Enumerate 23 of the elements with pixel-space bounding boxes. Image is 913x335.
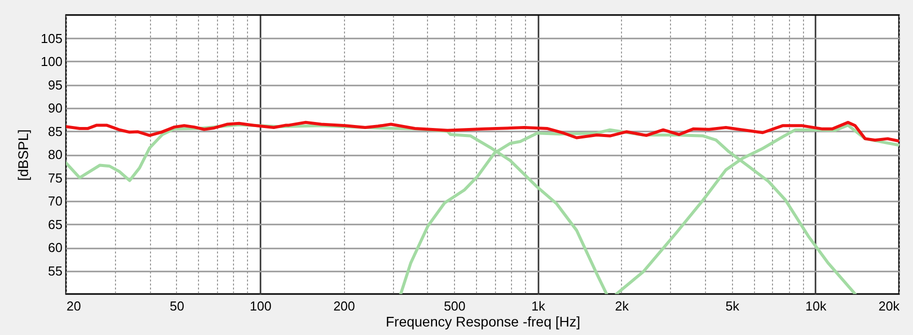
x-tick-label: 20 (66, 298, 81, 314)
x-axis-title: Frequency Response -freq [Hz] (386, 314, 580, 330)
y-tick-label: 55 (48, 263, 62, 278)
y-tick-label: 75 (48, 170, 62, 186)
x-tick-label: 5k (725, 298, 740, 314)
y-tick-label: 70 (48, 194, 62, 208)
y-tick-label: 95 (48, 77, 62, 92)
x-tick-label: 10k (805, 298, 827, 314)
x-tick-label: 1k (531, 298, 546, 314)
x-tick-label: 100 (250, 298, 272, 314)
y-tick-label: 105 (40, 30, 62, 46)
y-tick-label: 85 (48, 124, 62, 139)
y-axis-title: [dBSPL] (14, 129, 31, 181)
x-tick-label: 2k (614, 298, 630, 314)
x-tick-label: 200 (333, 298, 356, 314)
y-tick-label: 65 (48, 216, 62, 232)
y-tick-label: 60 (48, 240, 62, 255)
x-tick-label: 500 (444, 298, 466, 314)
y-tick-label: 100 (40, 54, 62, 69)
x-tick-label: 20k (878, 298, 900, 314)
x-tick-label: 50 (170, 298, 184, 314)
y-tick-label: 90 (48, 100, 62, 116)
y-tick-label: 80 (48, 147, 62, 162)
